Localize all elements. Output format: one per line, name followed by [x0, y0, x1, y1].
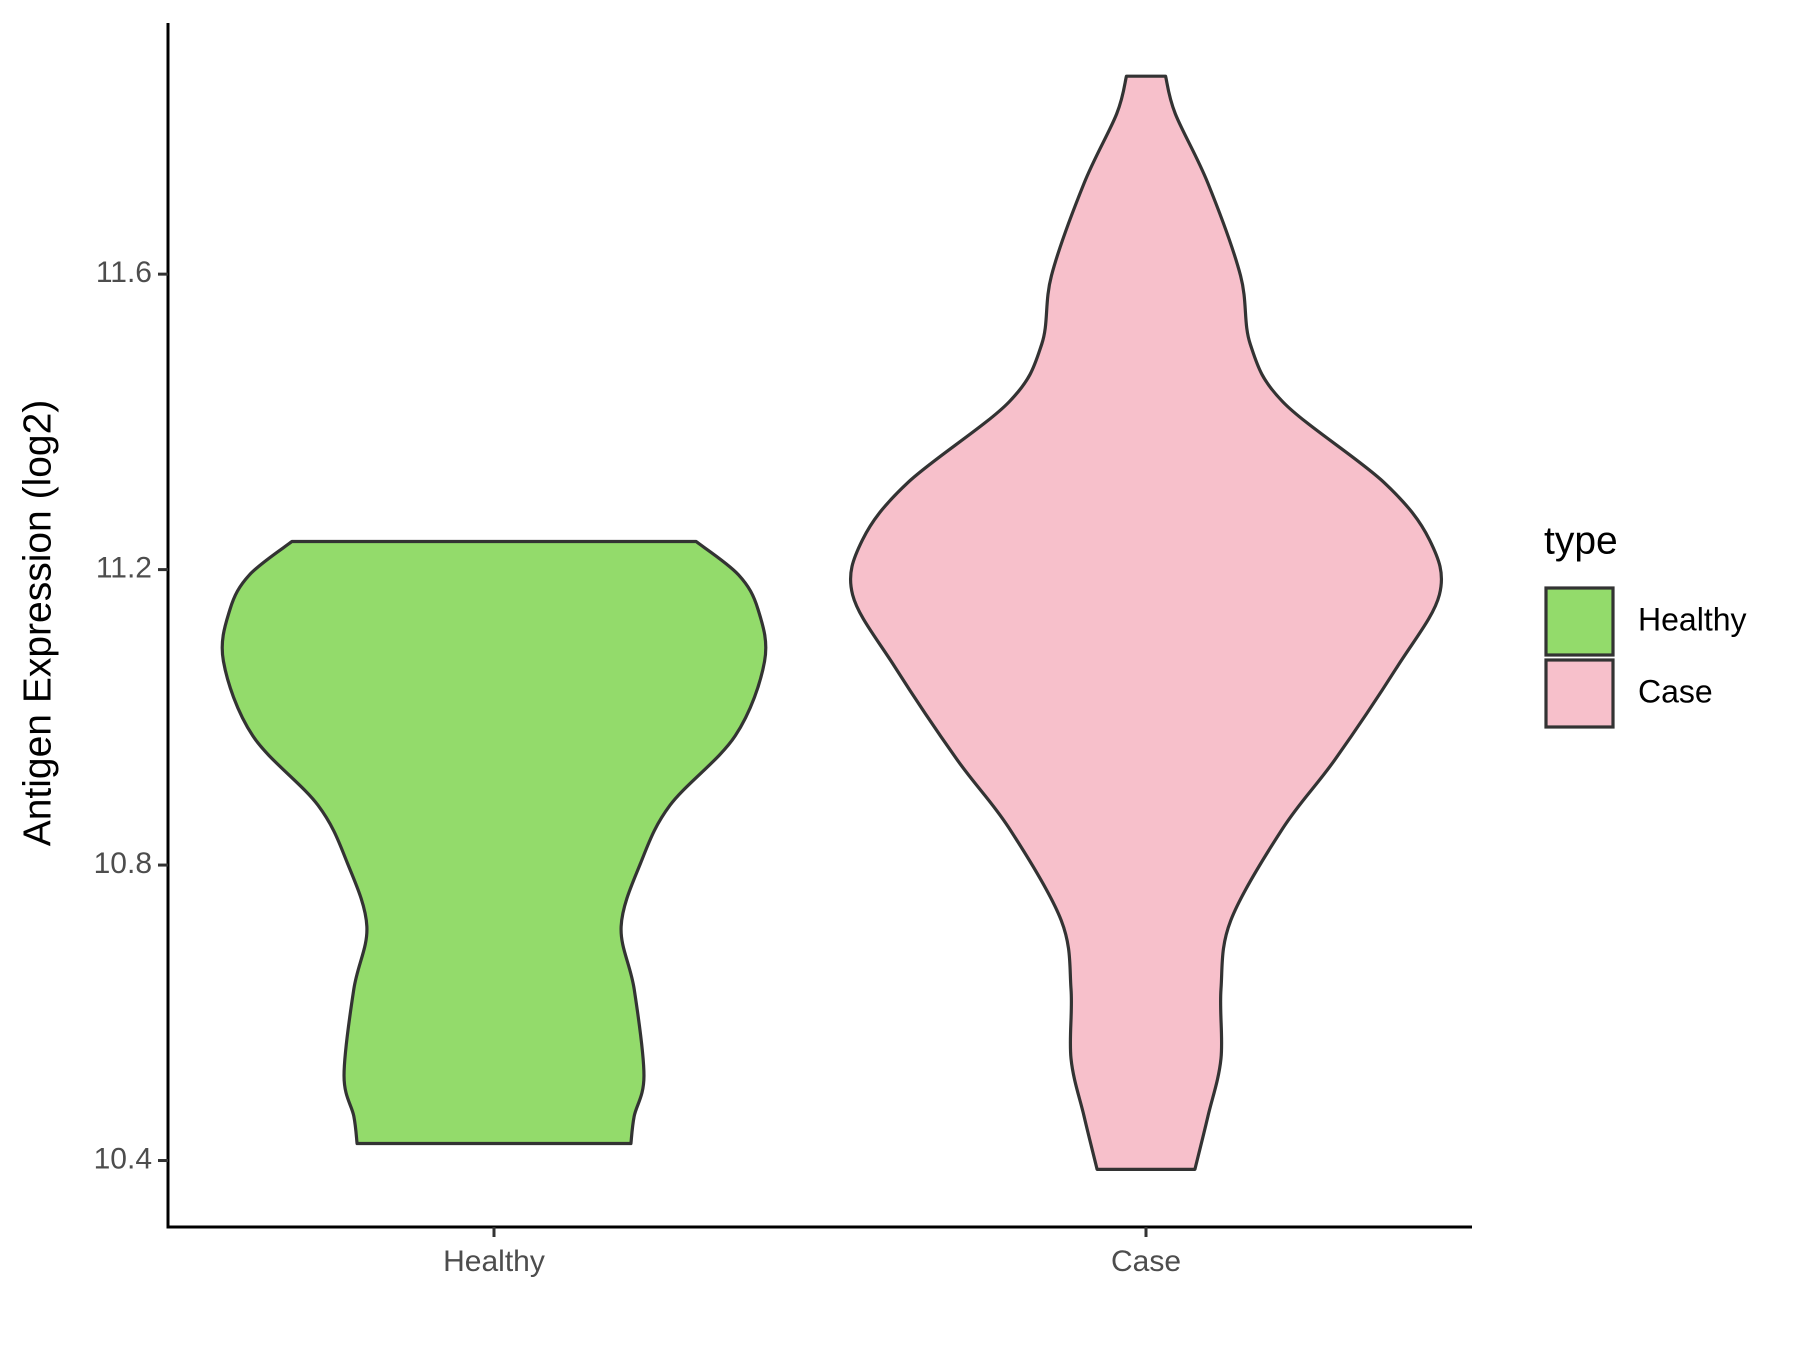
- y-tick-label: 10.4: [94, 1142, 152, 1175]
- violin: [848, 74, 1444, 1171]
- violin: [220, 539, 768, 1146]
- y-tick-label: 11.2: [96, 552, 152, 585]
- legend-key: [1544, 658, 1615, 729]
- y-axis-title: Antigen Expression (log2): [16, 400, 59, 847]
- legend-label: Case: [1638, 673, 1713, 709]
- legend-title: type: [1544, 519, 1618, 562]
- x-tick-label: Case: [1111, 1245, 1181, 1278]
- y-tick-label: 11.6: [96, 256, 152, 289]
- legend-key: [1544, 586, 1615, 657]
- y-tick-label: 10.8: [94, 847, 152, 880]
- legend-label: Healthy: [1638, 601, 1747, 637]
- x-tick-label: Healthy: [443, 1245, 545, 1278]
